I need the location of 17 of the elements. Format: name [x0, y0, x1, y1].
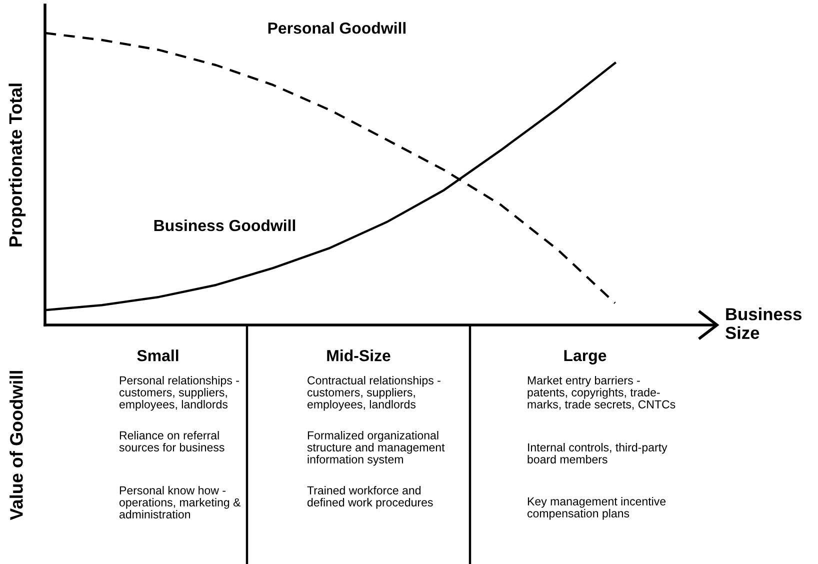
text: Personal relationships - customers, suppliers, employees, landlords	[119, 376, 239, 411]
series-label: Business Goodwill	[154, 219, 296, 232]
text: Value of Goodwill	[10, 371, 23, 520]
text: Reliance on referral sources for business	[119, 431, 224, 452]
text: Key management incentive compensation plans	[527, 497, 666, 520]
text: Large	[564, 350, 606, 364]
text: Market entry barriers - patents, copyrights, trade- marks, trade secrets, CNTCs	[528, 376, 676, 410]
text: Contractual relationships - customers, suppliers, employees, landlords	[307, 376, 440, 411]
x-axis-title: Business Size	[726, 308, 802, 340]
text: Small	[137, 350, 178, 362]
y-axis-title: Proportionate Total	[8, 84, 26, 246]
text: Trained workforce and defined work procedures	[307, 486, 433, 509]
text: Personal know how - operations, marketing & administration	[119, 486, 241, 518]
text: Mid-Size	[327, 350, 390, 362]
text: Internal controls, third-party board members	[528, 443, 668, 464]
text: Formalized organizational structure and management information system	[307, 431, 445, 466]
text: Personal Goodwill	[268, 22, 406, 34]
